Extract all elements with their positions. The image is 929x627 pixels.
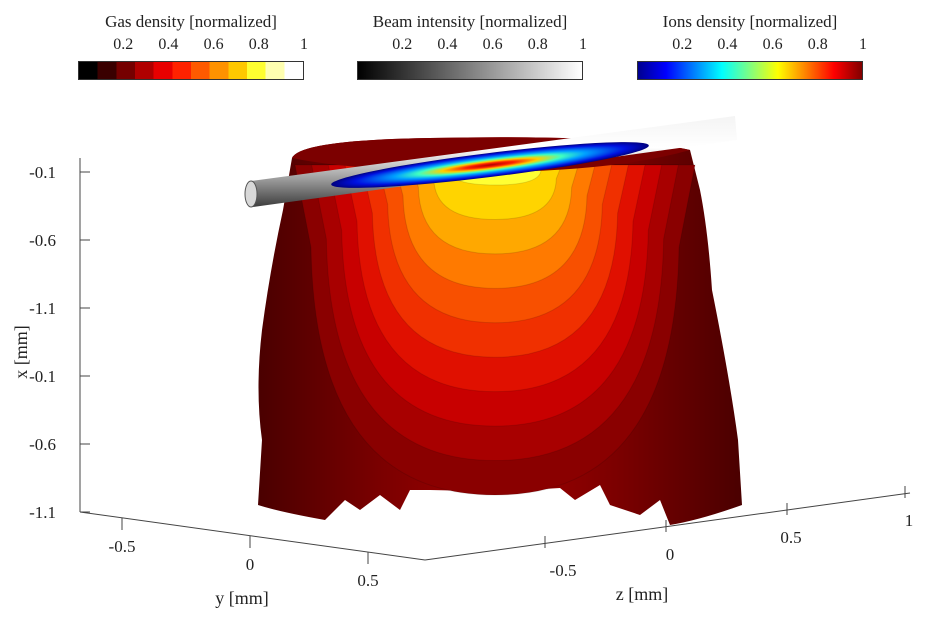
y-tick-label: 0 — [246, 555, 255, 574]
x-tick-label: -1.1 — [29, 299, 56, 318]
colorbar-tick: 1 — [579, 36, 587, 53]
colorbar-tick: 0.6 — [482, 36, 503, 53]
x-tick-label: -0.1 — [29, 163, 56, 182]
colorbar-tick: 0.8 — [807, 36, 828, 53]
z-tick-label: 0.5 — [780, 528, 801, 547]
colorbar-tick: 0.4 — [717, 36, 738, 53]
y-tick-label: 0.5 — [357, 571, 378, 590]
colorbar-title-beam: Beam intensity [normalized] — [372, 12, 568, 31]
colorbar-gas — [78, 61, 304, 80]
x-tick-label: -1.1 — [29, 503, 56, 522]
colorbar-tick: 0.6 — [203, 36, 224, 53]
colorbar-tick: 0.8 — [248, 36, 269, 53]
colorbar-tick: 1 — [859, 36, 867, 53]
x-tick-label: -0.6 — [29, 231, 56, 250]
x-axis-label: x [mm] — [11, 325, 31, 379]
y-axis-label: y [mm] — [215, 588, 269, 608]
z-axis-line — [424, 492, 911, 561]
ions-density-isosurface — [331, 142, 649, 188]
colorbar-tick: 0.6 — [762, 36, 783, 53]
x-tick-label: -0.6 — [29, 435, 56, 454]
colorbar-tick: 0.4 — [158, 36, 179, 53]
colorbar-title-gas: Gas density [normalized] — [105, 12, 277, 31]
x-tick-label: -0.1 — [29, 367, 56, 386]
colorbar-title-ions: Ions density [normalized] — [662, 12, 838, 31]
y-tick-label: -0.5 — [109, 537, 136, 556]
colorbar-tick: 0.2 — [113, 36, 134, 53]
colorbar-tick: 0.8 — [527, 36, 548, 53]
colorbar-tick: 0.4 — [437, 36, 458, 53]
colorbar-tick: 0.2 — [392, 36, 413, 53]
colorbar-beam — [357, 61, 583, 80]
colorbar-tick: 0.2 — [672, 36, 693, 53]
z-axis-label: z [mm] — [616, 584, 668, 604]
z-tick-label: 0 — [666, 545, 675, 564]
z-tick-label: 1 — [905, 511, 914, 530]
colorbar-tick: 1 — [300, 36, 308, 53]
axes: -0.1 -0.6 -1.1 -0.1 -0.6 -1.1 x [mm] -0.5 0 0.5 y … — [11, 158, 913, 608]
z-tick-label: -0.5 — [550, 561, 577, 580]
colorbar-ions — [637, 61, 863, 80]
